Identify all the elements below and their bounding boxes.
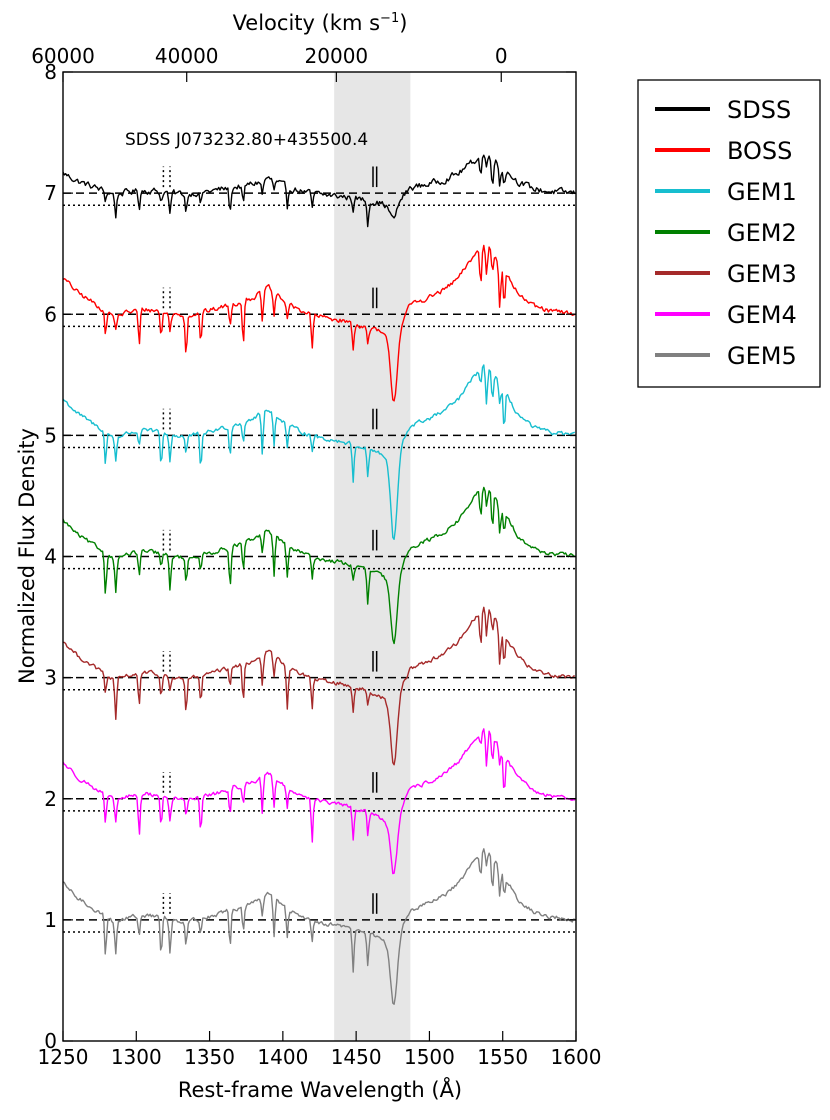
- series-line-gem5: [63, 848, 575, 1005]
- x-tick-label: 1600: [551, 1045, 602, 1069]
- shaded-band-rect: [334, 72, 411, 1041]
- legend-label-gem5: GEM5: [727, 342, 797, 370]
- top-tick-label: 40000: [155, 44, 219, 68]
- top-axis-title-close: ): [399, 11, 407, 35]
- legend-label-gem3: GEM3: [727, 260, 797, 288]
- x-tick-label: 1250: [38, 1045, 89, 1069]
- series-line-gem1: [63, 364, 576, 540]
- shaded-wavelength-band: [334, 72, 411, 1041]
- series-line-gem3: [63, 606, 575, 766]
- legend: SDSS BOSS GEM1 GEM2 GEM3 GEM4 GEM5: [637, 79, 821, 388]
- y-axis-title: Normalized Flux Density: [15, 428, 39, 684]
- y-tick-label: 4: [44, 545, 57, 569]
- y-tick-label: 7: [44, 181, 57, 205]
- x-axis-title: Rest-frame Wavelength (Å): [178, 1076, 462, 1102]
- series-line-sdss: [63, 154, 576, 228]
- legend-label-boss: BOSS: [727, 137, 792, 165]
- object-annotation: SDSS J073232.80+435500.4: [125, 130, 368, 150]
- x-tick-label: 1300: [111, 1045, 162, 1069]
- x-tick-label: 1550: [477, 1045, 528, 1069]
- x-tick-label: 1450: [331, 1045, 382, 1069]
- y-tick-label: 1: [44, 908, 57, 932]
- legend-label-gem1: GEM1: [727, 178, 797, 206]
- top-axis-title: Velocity (km s−1): [233, 11, 408, 35]
- x-tick-label: 1500: [404, 1045, 455, 1069]
- top-axis-title-exp: −1: [380, 11, 399, 26]
- legend-label-gem4: GEM4: [727, 301, 797, 329]
- series-line-boss: [63, 244, 576, 402]
- x-tick-label: 1400: [257, 1045, 308, 1069]
- x-tick-label: 1350: [184, 1045, 235, 1069]
- y-tick-label: 6: [44, 302, 57, 326]
- axis-ticks: 1250 1300 1350 1400 1450 1500 1550 1600 0 1 2 3 4 5 6 7…: [31, 44, 601, 1069]
- spectra-series: [63, 154, 576, 1005]
- y-tick-label: 2: [44, 787, 57, 811]
- series-line-gem4: [63, 728, 576, 875]
- top-tick-label: 0: [495, 44, 508, 68]
- top-tick-label: 60000: [31, 44, 95, 68]
- top-tick-label: 20000: [305, 44, 369, 68]
- doublet-marks: [162, 166, 378, 914]
- series-line-gem2: [63, 486, 576, 645]
- y-tick-label: 3: [44, 666, 57, 690]
- y-tick-label: 0: [44, 1029, 57, 1053]
- legend-label-gem2: GEM2: [727, 219, 797, 247]
- top-axis-title-main: Velocity (km s: [233, 11, 380, 35]
- legend-label-sdss: SDSS: [727, 96, 791, 124]
- y-tick-label: 8: [44, 60, 57, 84]
- y-tick-label: 5: [44, 423, 57, 447]
